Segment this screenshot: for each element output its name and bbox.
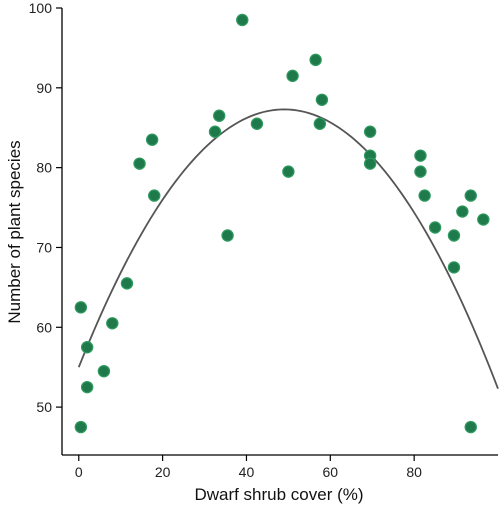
data-point <box>236 13 249 27</box>
data-point <box>148 189 161 202</box>
data-point <box>221 229 234 242</box>
data-point <box>456 205 469 218</box>
data-point <box>464 420 477 434</box>
y-tick-label: 90 <box>36 80 52 96</box>
data-point <box>80 380 94 394</box>
x-tick-label: 40 <box>239 464 255 480</box>
data-point <box>97 364 111 378</box>
data-point <box>447 261 461 274</box>
data-point <box>477 213 490 226</box>
x-tick-label: 0 <box>75 464 83 480</box>
fit-curve-layer <box>77 108 499 389</box>
data-point <box>106 317 119 330</box>
x-axis-ticks: 0 20 40 60 80 <box>75 455 422 480</box>
data-point <box>133 157 146 170</box>
data-point <box>414 165 427 178</box>
data-point <box>363 157 377 170</box>
data-point <box>414 149 427 162</box>
data-point <box>80 341 94 354</box>
data-point <box>447 229 461 242</box>
data-point <box>282 165 295 178</box>
data-points-layer <box>74 13 490 434</box>
x-axis-title: Dwarf shrub cover (%) <box>194 485 363 504</box>
y-axis-ticks: 50 60 70 80 90 100 <box>29 0 62 415</box>
x-tick-label: 60 <box>323 464 339 480</box>
y-tick-label: 80 <box>36 160 52 176</box>
data-point <box>286 69 299 83</box>
data-point <box>74 301 88 314</box>
data-point <box>315 93 329 106</box>
plot-frame <box>61 8 498 456</box>
y-tick-label: 70 <box>36 239 52 255</box>
data-point <box>428 221 442 234</box>
y-axis-title: Number of plant species <box>5 140 24 323</box>
x-tick-label: 20 <box>155 464 171 480</box>
data-point <box>313 117 327 130</box>
data-point <box>363 125 377 138</box>
y-tick-label: 60 <box>36 319 52 335</box>
data-point <box>309 53 322 67</box>
data-point <box>208 125 222 138</box>
data-point <box>418 189 431 202</box>
data-point <box>74 420 88 434</box>
data-point <box>213 109 226 122</box>
fit-curve <box>77 108 499 389</box>
y-tick-label: 100 <box>29 0 53 16</box>
y-tick-label: 50 <box>36 399 52 415</box>
data-point <box>250 117 264 130</box>
data-point <box>145 133 159 146</box>
data-point <box>120 277 134 290</box>
x-tick-label: 80 <box>406 464 422 480</box>
data-point <box>464 189 477 202</box>
